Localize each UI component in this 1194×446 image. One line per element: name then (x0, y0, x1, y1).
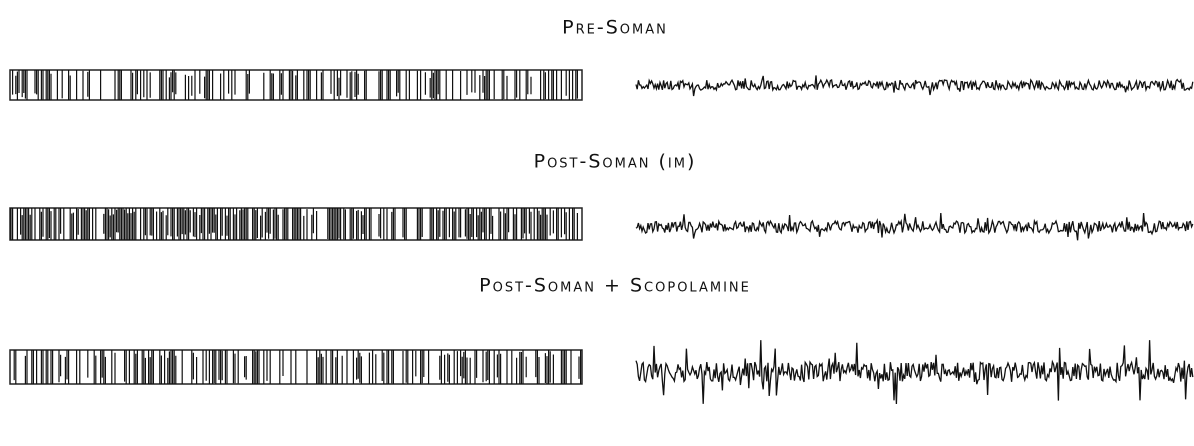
panel-title: Post-Soman + Scopolamine (479, 275, 751, 297)
panel-title: Post-Soman (im) (534, 151, 697, 173)
trace-bars (12, 70, 578, 100)
traces (9, 69, 1194, 405)
eeg-trace (635, 340, 1194, 405)
panel-title: Pre-Soman (562, 17, 668, 39)
eeg-trace (635, 213, 1194, 241)
trace-bars (13, 350, 582, 384)
eeg-trace (635, 75, 1194, 97)
trace-bars (10, 208, 578, 240)
